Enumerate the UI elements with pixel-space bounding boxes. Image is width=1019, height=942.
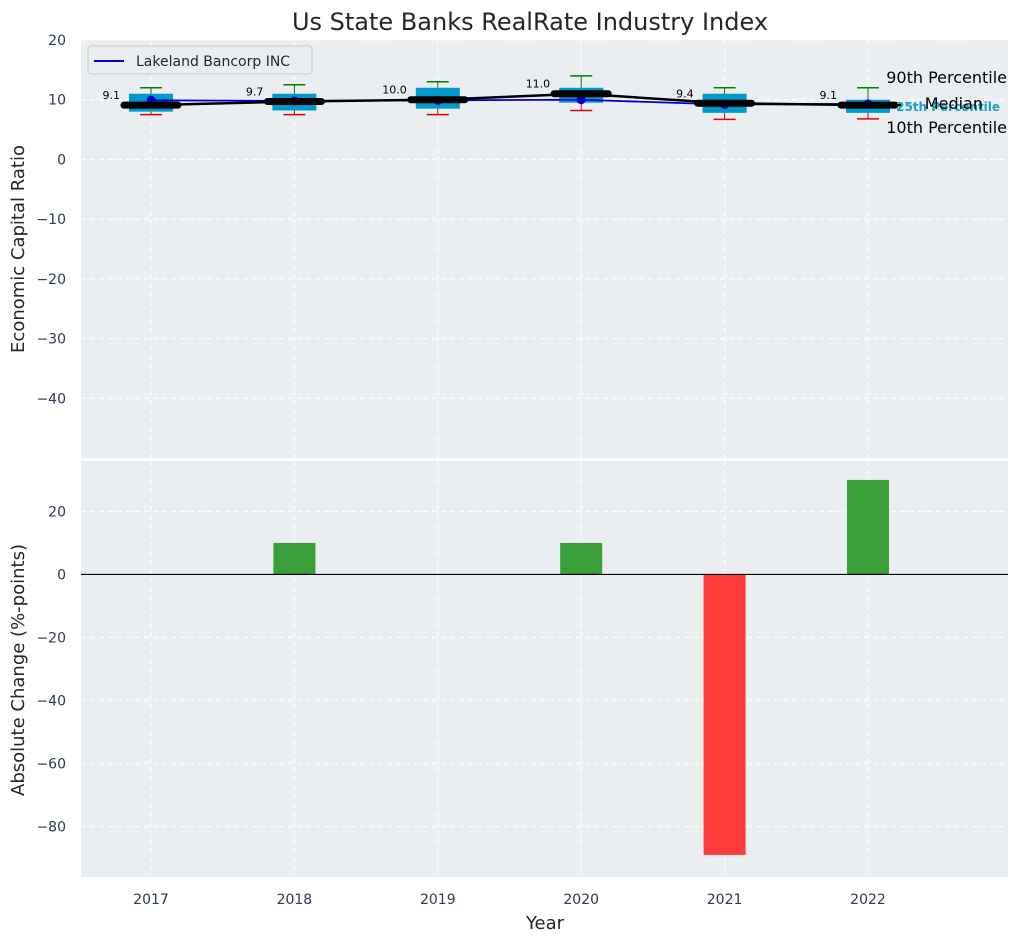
bottom-y-tick-label: 20: [48, 504, 66, 520]
median-value-label: 9.7: [246, 86, 264, 99]
x-tick-label: 2018: [277, 892, 313, 908]
change-bar: [847, 480, 889, 575]
chart-title: Us State Banks RealRate Industry Index: [292, 8, 768, 36]
x-tick-label: 2020: [563, 892, 599, 908]
p10-annotation: 10th Percentile: [886, 118, 1007, 137]
chart-figure: Us State Banks RealRate Industry Index 2…: [0, 0, 1019, 942]
median-value-label: 9.1: [820, 89, 838, 102]
median-value-label: 10.0: [382, 84, 407, 97]
top-y-axis-label: Economic Capital Ratio: [8, 145, 29, 353]
top-y-tick-label: 20: [48, 33, 66, 49]
median-value-label: 9.1: [103, 89, 121, 102]
x-tick-label: 2017: [133, 892, 169, 908]
bottom-y-ticks: 20 0 −20 −40 −60 −80: [36, 504, 66, 835]
x-axis-label: Year: [525, 913, 565, 934]
legend-label: Lakeland Bancorp INC: [136, 54, 290, 70]
bottom-y-tick-label: −40: [36, 694, 66, 710]
bottom-y-tick-label: −20: [36, 630, 66, 646]
percentile-annotations: 90th Percentile 25th Percentile Median 1…: [886, 68, 1007, 137]
top-y-ticks: 20 10 0 −10 −20 −30 −40: [36, 33, 66, 407]
top-y-tick-label: 0: [57, 152, 66, 168]
change-bar: [704, 574, 746, 854]
x-tick-label: 2019: [420, 892, 456, 908]
top-y-tick-label: −10: [36, 212, 66, 228]
change-bar: [560, 543, 602, 575]
top-panel: 20 10 0 −10 −20 −30 −40 9.1 9.7 10.0 11.0 9.4 9.1 9…: [8, 33, 1008, 458]
median-value-label: 9.4: [676, 87, 694, 100]
top-y-tick-label: 10: [48, 93, 66, 109]
top-y-tick-label: −20: [36, 272, 66, 288]
top-y-tick-label: −40: [36, 391, 66, 407]
median-annotation: Median: [925, 94, 983, 113]
bottom-y-tick-label: −80: [36, 820, 66, 836]
p90-annotation: 90th Percentile: [886, 68, 1007, 87]
bottom-y-tick-label: −60: [36, 757, 66, 773]
change-bar: [273, 543, 315, 575]
bottom-y-axis-label: Absolute Change (%-points): [8, 544, 29, 796]
top-y-tick-label: −30: [36, 332, 66, 348]
median-value-label: 11.0: [526, 78, 551, 91]
legend: Lakeland Bancorp INC: [88, 46, 312, 74]
bottom-y-tick-label: 0: [57, 567, 66, 583]
bottom-panel: 20 0 −20 −40 −60 −80 2017 2018 2019 2020 2021 2022…: [8, 461, 1008, 934]
x-tick-label: 2021: [707, 892, 743, 908]
x-ticks: 2017 2018 2019 2020 2021 2022: [133, 892, 886, 908]
x-tick-label: 2022: [850, 892, 886, 908]
